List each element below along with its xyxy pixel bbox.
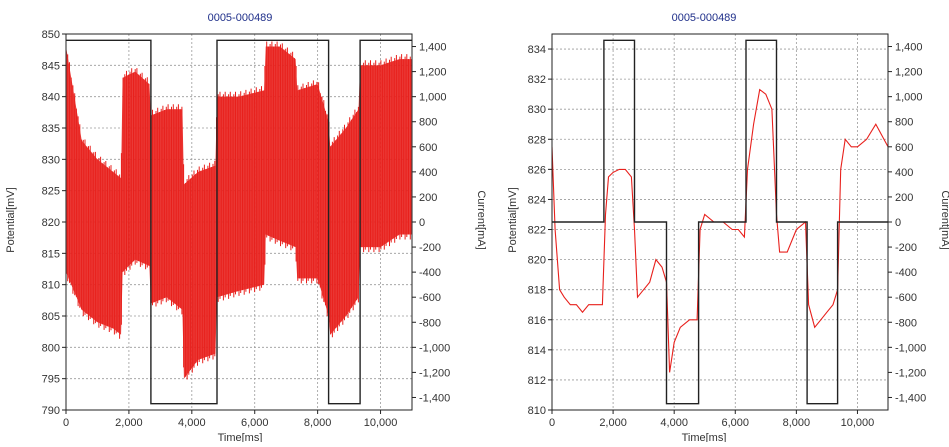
y2-tick-label: 400	[419, 167, 437, 179]
x-tick-label: 8,000	[304, 417, 332, 429]
y2-tick-label: -1,400	[895, 392, 926, 404]
y-tick-label: 826	[528, 164, 546, 176]
y-tick-label: 805	[42, 311, 60, 323]
chart-left: 0005-000489 Time[ms] Potential[mV] Curre…	[5, 12, 487, 444]
x-axis-label: Time[ms]	[682, 432, 727, 442]
y2-tick-label: 400	[895, 167, 913, 179]
y2-tick-label: -800	[895, 317, 917, 329]
x-tick-label: 0	[63, 417, 69, 429]
x-tick-label: 2,000	[115, 417, 143, 429]
y-axis-label: Potential[mV]	[507, 187, 519, 252]
y2-tick-label: 1,000	[895, 92, 923, 104]
y2-tick-label: 0	[895, 217, 901, 229]
x-axis-label: Time[ms]	[218, 432, 263, 442]
y-tick-label: 830	[528, 104, 546, 116]
y-tick-label: 834	[528, 44, 546, 56]
x-tick-label: 4,000	[178, 417, 206, 429]
y2-tick-label: -1,000	[895, 342, 926, 354]
y-tick-label: 814	[528, 345, 546, 357]
y2-tick-label: -600	[895, 292, 917, 304]
y-tick-label: 790	[42, 405, 60, 417]
y-tick-label: 835	[42, 123, 60, 135]
y-tick-label: 816	[528, 315, 546, 327]
y2-tick-label: -200	[419, 242, 441, 254]
y-tick-label: 845	[42, 60, 60, 72]
y-tick-label: 824	[528, 194, 546, 206]
chart-title: 0005-000489	[672, 12, 737, 24]
y2-tick-label: -1,200	[419, 367, 450, 379]
y-tick-label: 810	[528, 405, 546, 417]
y2-tick-label: -1,000	[419, 342, 450, 354]
y2-tick-label: -400	[895, 267, 917, 279]
y2-tick-label: 600	[895, 142, 913, 154]
chart-right: 0005-000489 Time[ms] Potential[mV] Curre…	[507, 12, 949, 444]
x-tick-label: 6,000	[241, 417, 269, 429]
x-tick-label: 8,000	[783, 417, 811, 429]
y2-tick-label: 200	[419, 192, 437, 204]
y2-axis-label: Current[mA]	[475, 190, 487, 249]
y2-tick-label: 1,400	[419, 42, 447, 54]
x-tick-label: 0	[549, 417, 555, 429]
y2-tick-label: 1,400	[895, 42, 923, 54]
y2-tick-label: 1,200	[895, 67, 923, 79]
y-tick-label: 815	[42, 248, 60, 260]
y-tick-label: 822	[528, 225, 546, 237]
plot-area	[552, 39, 888, 405]
x-tick-label: 6,000	[722, 417, 750, 429]
y-tick-label: 812	[528, 375, 546, 387]
y2-tick-label: 0	[419, 217, 425, 229]
y-axis-label: Potential[mV]	[5, 187, 17, 252]
y2-tick-label: -1,200	[895, 367, 926, 379]
y2-tick-label: 800	[895, 117, 913, 129]
y-tick-label: 800	[42, 342, 60, 354]
x-tick-label: 4,000	[660, 417, 688, 429]
y-tick-label: 828	[528, 134, 546, 146]
potential-spikes	[66, 41, 412, 380]
y2-axis-label: Current[mA]	[939, 190, 949, 249]
y2-tick-label: 200	[895, 192, 913, 204]
x-tick-label: 10,000	[364, 417, 398, 429]
y2-tick-label: -200	[895, 242, 917, 254]
plot-area	[66, 39, 412, 405]
current-series-line	[66, 39, 412, 405]
x-tick-label: 2,000	[599, 417, 627, 429]
current-series-line	[552, 39, 888, 405]
y2-tick-label: 1,000	[419, 92, 447, 104]
y2-tick-label: -800	[419, 317, 441, 329]
y2-tick-label: 1,200	[419, 67, 447, 79]
y2-tick-label: 600	[419, 142, 437, 154]
y-tick-label: 820	[528, 255, 546, 267]
y-tick-label: 810	[42, 280, 60, 292]
y-tick-label: 850	[42, 29, 60, 41]
y-tick-label: 818	[528, 285, 546, 297]
y-tick-label: 820	[42, 217, 60, 229]
y-tick-label: 840	[42, 92, 60, 104]
y2-tick-label: -400	[419, 267, 441, 279]
chart-title: 0005-000489	[208, 12, 273, 24]
y-tick-label: 830	[42, 154, 60, 166]
y2-tick-label: -600	[419, 292, 441, 304]
y-tick-label: 825	[42, 186, 60, 198]
x-tick-label: 10,000	[841, 417, 875, 429]
y2-tick-label: -1,400	[419, 392, 450, 404]
y-tick-label: 795	[42, 374, 60, 386]
y2-tick-label: 800	[419, 117, 437, 129]
y-tick-label: 832	[528, 74, 546, 86]
